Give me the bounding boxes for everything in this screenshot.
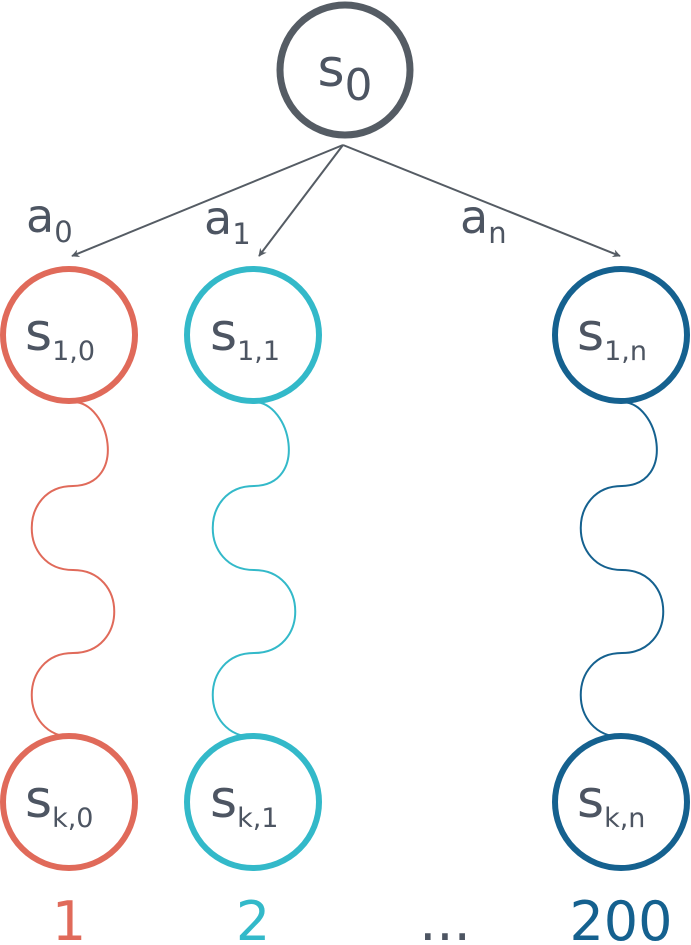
root-node: [276, 1, 414, 139]
root-label-sub: 0: [345, 60, 373, 111]
action-arrow-0: [71, 144, 344, 257]
action-label-1: a1: [204, 191, 251, 251]
branch-n: s1,n sk,n 200: [552, 266, 690, 945]
top-node-0: [0, 266, 138, 404]
bottom-node-1: [184, 733, 322, 871]
action-label-n: an: [460, 190, 507, 250]
bottom-node-0-label: sk,0: [25, 770, 94, 834]
footer-ellipsis: ...: [419, 890, 471, 945]
root-label: s0: [317, 39, 372, 111]
branch-0: s1,0 sk,0 1: [0, 266, 138, 945]
wavy-connector-n: [579, 401, 665, 738]
bottom-node-1-label: sk,1: [210, 770, 279, 834]
branch-1: s1,1 sk,1 2: [184, 266, 322, 945]
top-node-0-label: s1,0: [25, 303, 95, 367]
footer-count-1: 2: [236, 890, 270, 945]
action-arrow-n: [342, 144, 621, 258]
bottom-node-n-label: sk,n: [577, 770, 645, 834]
root-label-main: s: [317, 39, 344, 99]
top-node-1-label: s1,1: [210, 303, 280, 367]
action-label-0: a0: [26, 189, 73, 249]
bottom-node-0: [0, 733, 138, 871]
wavy-connector-1: [211, 401, 297, 738]
wavy-connector-0: [30, 401, 116, 738]
footer-count-n: 200: [569, 890, 672, 945]
action-arrow-1: [258, 144, 344, 257]
top-node-n: [552, 266, 690, 404]
top-node-1: [184, 266, 322, 404]
top-node-n-label: s1,n: [577, 303, 647, 367]
bottom-node-n: [552, 733, 690, 871]
footer-count-0: 1: [52, 890, 86, 945]
